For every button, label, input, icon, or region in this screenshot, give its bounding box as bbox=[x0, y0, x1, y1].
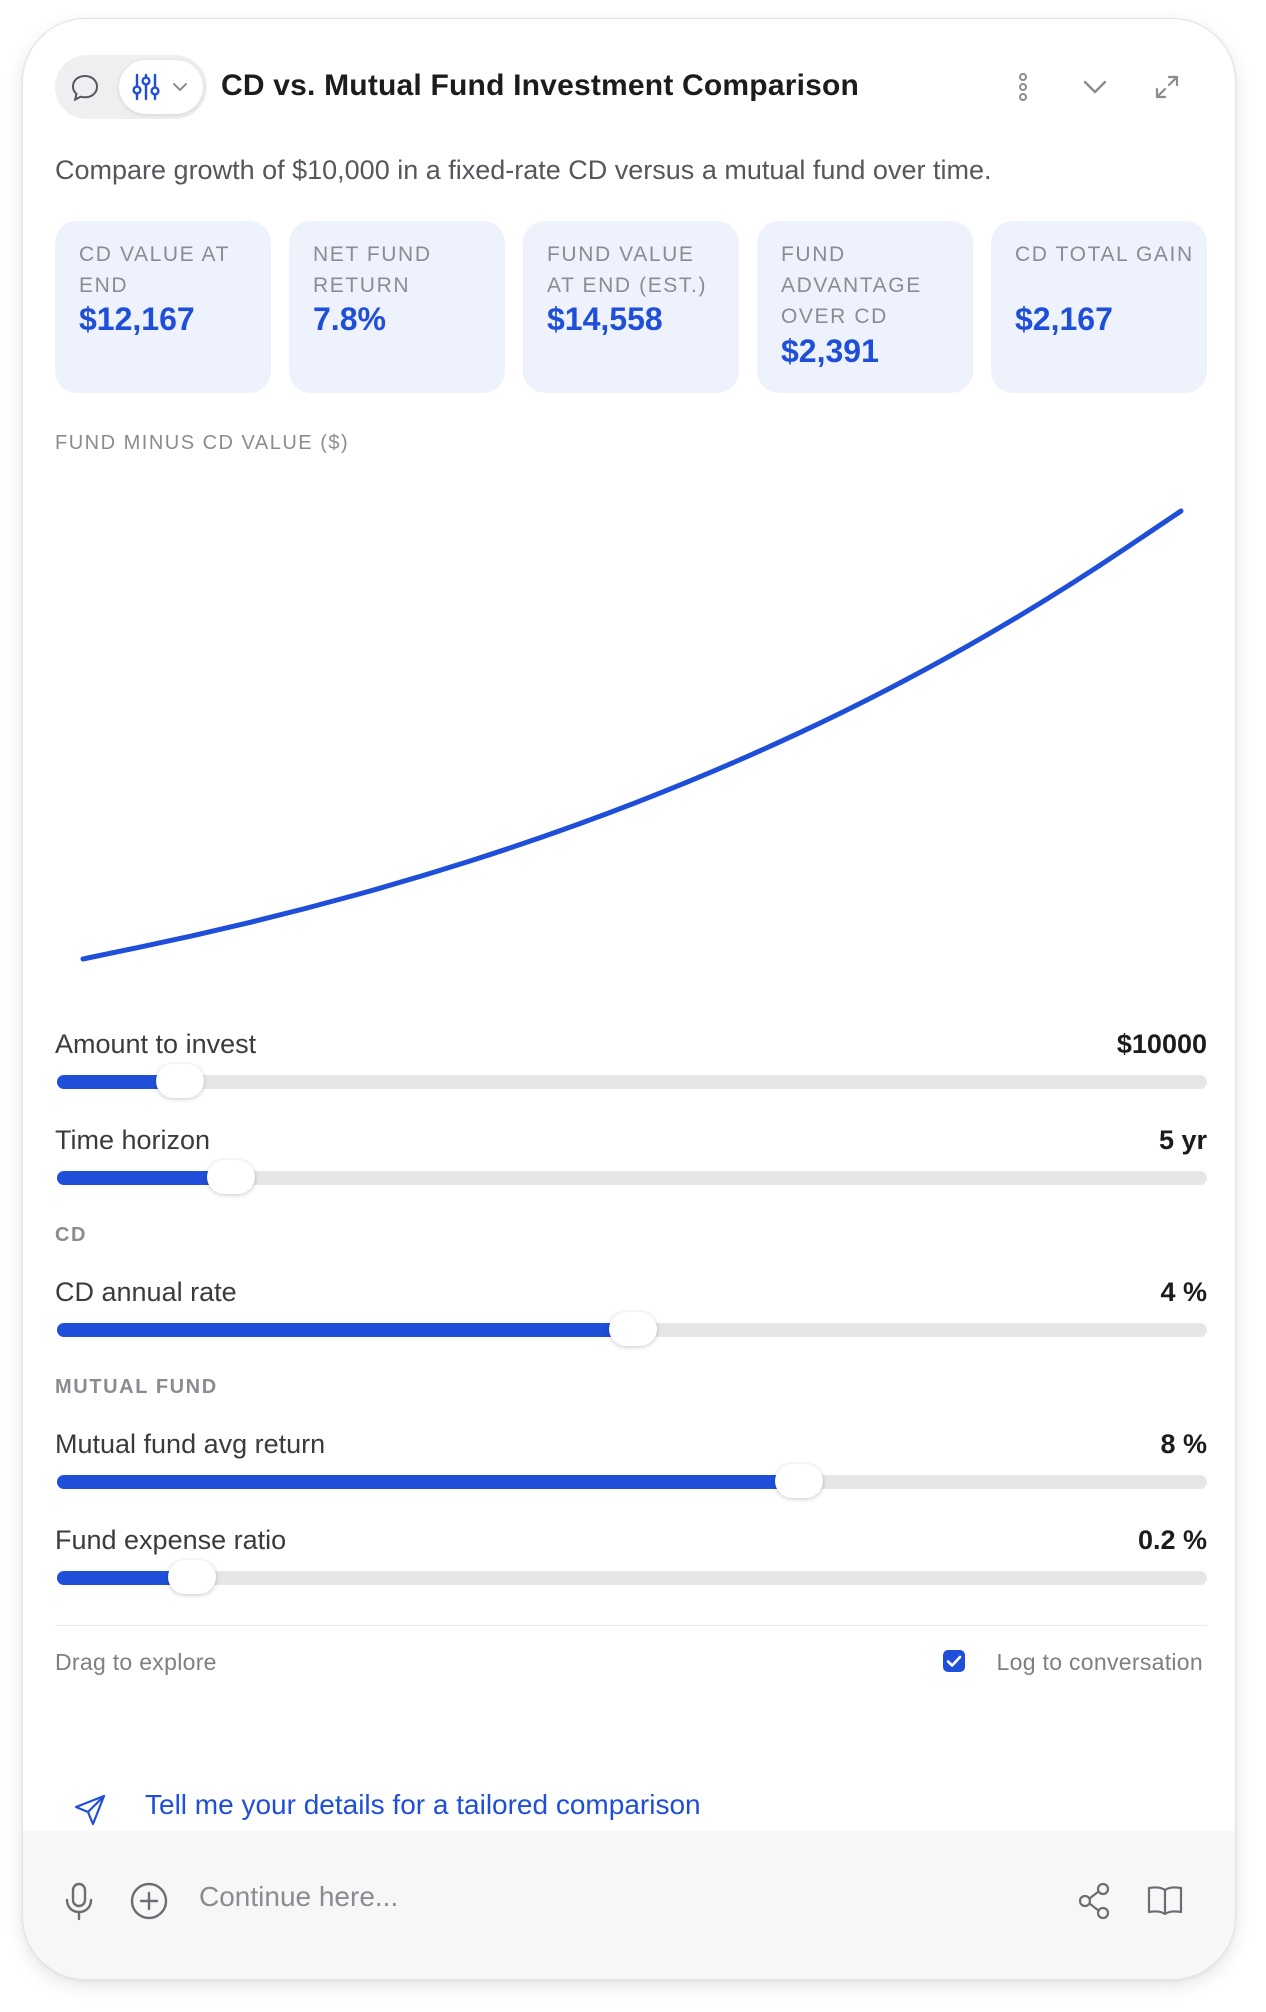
stat-value: 7.8% bbox=[313, 301, 386, 337]
send-icon bbox=[74, 1794, 106, 1826]
expense-ratio-label: Fund expense ratio bbox=[55, 1525, 287, 1555]
horizon-slider-control: Time horizon 5 yr bbox=[55, 1125, 1207, 1205]
fund-return-value: 8 % bbox=[1160, 1429, 1207, 1459]
horizon-label: Time horizon bbox=[55, 1125, 211, 1155]
amount-label: Amount to invest bbox=[55, 1029, 257, 1059]
difference-line-chart bbox=[80, 508, 1184, 962]
slider-fill bbox=[57, 1075, 181, 1089]
drag-hint: Drag to explore bbox=[55, 1649, 217, 1675]
widget-card: CD vs. Mutual Fund Investment Comparison… bbox=[22, 18, 1236, 1980]
expense-ratio-slider-control: Fund expense ratio 0.2 % bbox=[55, 1525, 1207, 1605]
cd-rate-slider-control: CD annual rate 4 % bbox=[55, 1277, 1207, 1357]
add-circle-icon[interactable] bbox=[127, 1879, 171, 1923]
stat-card-fund-value: FUND VALUE AT END (EST.) $14,558 bbox=[523, 221, 739, 393]
slider-thumb[interactable] bbox=[167, 1560, 216, 1594]
controls-mode-button[interactable] bbox=[119, 60, 203, 114]
widget-header: CD vs. Mutual Fund Investment Comparison bbox=[55, 55, 1203, 119]
fund-return-slider[interactable] bbox=[57, 1464, 1207, 1498]
cta-text: Tell me your details for a tailored comp… bbox=[145, 1789, 701, 1820]
amount-slider[interactable] bbox=[57, 1064, 1207, 1098]
slider-fill bbox=[57, 1571, 192, 1585]
slider-fill bbox=[57, 1171, 231, 1185]
footer-divider bbox=[55, 1625, 1207, 1626]
stat-value: $14,558 bbox=[547, 301, 663, 337]
stat-label: CD VALUE AT END bbox=[79, 243, 230, 297]
cd-section-heading: CD bbox=[55, 1224, 88, 1246]
stat-value: $2,167 bbox=[1015, 301, 1113, 337]
horizon-value: 5 yr bbox=[1158, 1125, 1207, 1155]
checkmark-icon bbox=[946, 1655, 962, 1667]
stat-label: FUND ADVANTAGE OVER CD bbox=[781, 243, 922, 328]
chart-title: FUND MINUS CD VALUE ($) bbox=[55, 432, 350, 454]
amount-slider-control: Amount to invest $10000 bbox=[55, 1029, 1207, 1109]
stat-value: $12,167 bbox=[79, 301, 195, 337]
stat-label: CD TOTAL GAIN bbox=[1015, 243, 1194, 266]
stat-cards: CD VALUE AT END $12,167 NET FUND RETURN … bbox=[55, 221, 1207, 393]
microphone-icon[interactable] bbox=[57, 1879, 101, 1923]
sliders-icon bbox=[132, 73, 160, 101]
more-options-icon[interactable] bbox=[1005, 69, 1041, 105]
chevron-down-icon bbox=[173, 83, 187, 92]
log-checkbox[interactable] bbox=[943, 1650, 965, 1672]
widget-title: CD vs. Mutual Fund Investment Comparison bbox=[221, 69, 860, 102]
series-line bbox=[80, 508, 1184, 962]
slider-fill bbox=[57, 1323, 634, 1337]
log-to-conversation-label[interactable]: Log to conversation bbox=[996, 1649, 1203, 1675]
continue-input[interactable]: Continue here... bbox=[199, 1881, 399, 1912]
stat-card-fund-advantage: FUND ADVANTAGE OVER CD $2,391 bbox=[757, 221, 973, 393]
fund-return-slider-control: Mutual fund avg return 8 % bbox=[55, 1429, 1207, 1509]
expand-icon[interactable] bbox=[1149, 69, 1185, 105]
amount-value: $10000 bbox=[1116, 1029, 1207, 1059]
slider-thumb[interactable] bbox=[609, 1312, 658, 1346]
stat-card-net-return: NET FUND RETURN 7.8% bbox=[289, 221, 505, 393]
fund-return-label: Mutual fund avg return bbox=[55, 1429, 326, 1459]
mode-switcher bbox=[55, 55, 207, 119]
book-icon[interactable] bbox=[1143, 1879, 1187, 1923]
composer-bar: Continue here... bbox=[23, 1831, 1235, 1979]
share-icon[interactable] bbox=[1073, 1879, 1117, 1923]
cd-rate-slider[interactable] bbox=[57, 1312, 1207, 1346]
stat-label: FUND VALUE AT END (EST.) bbox=[547, 243, 708, 297]
slider-thumb[interactable] bbox=[156, 1064, 205, 1098]
chat-bubble-icon[interactable] bbox=[69, 72, 101, 104]
stat-value: $2,391 bbox=[781, 333, 879, 369]
widget-description: Compare growth of $10,000 in a fixed-rat… bbox=[55, 155, 992, 185]
stat-card-cd-value: CD VALUE AT END $12,167 bbox=[55, 221, 271, 393]
fund-section-heading: MUTUAL FUND bbox=[55, 1376, 218, 1398]
slider-thumb[interactable] bbox=[774, 1464, 823, 1498]
expense-ratio-slider[interactable] bbox=[57, 1560, 1207, 1594]
horizon-slider[interactable] bbox=[57, 1160, 1207, 1194]
cd-rate-label: CD annual rate bbox=[55, 1277, 237, 1307]
cd-rate-value: 4 % bbox=[1160, 1277, 1207, 1307]
collapse-chevron-icon[interactable] bbox=[1077, 69, 1113, 105]
slider-thumb[interactable] bbox=[206, 1160, 255, 1194]
stat-label: NET FUND RETURN bbox=[313, 243, 432, 297]
stat-card-cd-gain: CD TOTAL GAIN $2,167 bbox=[991, 221, 1207, 393]
expense-ratio-value: 0.2 % bbox=[1137, 1525, 1207, 1555]
slider-fill bbox=[57, 1475, 799, 1489]
